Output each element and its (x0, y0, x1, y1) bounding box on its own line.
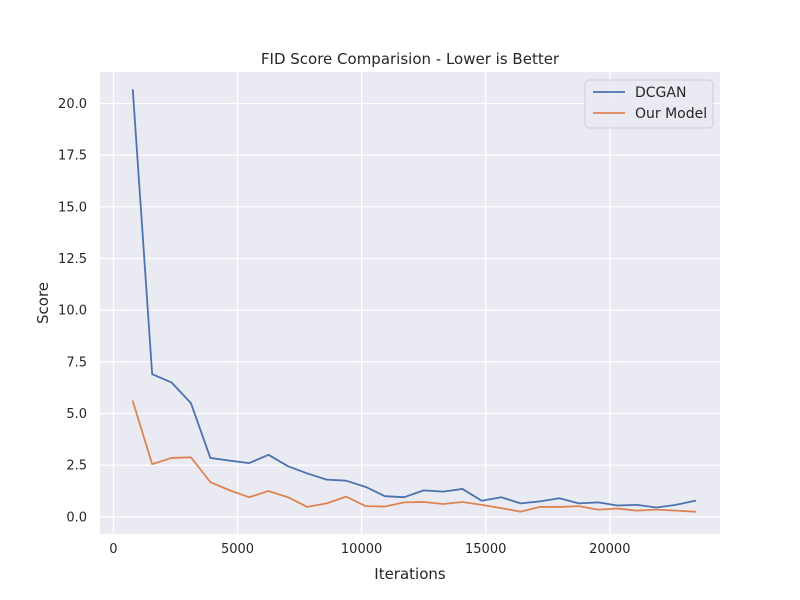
series-line-our-model (131, 400, 697, 513)
legend-label-dcgan: DCGAN (635, 85, 686, 101)
x-axis-label: Iterations (374, 565, 446, 583)
legend: DCGAN Our Model (584, 79, 714, 129)
y-axis-label: Score (34, 282, 52, 324)
x-tick-label: 15000 (465, 542, 506, 557)
y-tick-label: 5.0 (66, 407, 87, 422)
grid (100, 72, 720, 534)
series-lines (131, 89, 697, 513)
chart-title: FID Score Comparision - Lower is Better (261, 50, 560, 68)
y-tick-label: 10.0 (58, 304, 87, 319)
y-tick-label: 7.5 (66, 355, 87, 370)
x-tick-label: 0 (109, 542, 117, 557)
x-tick-label: 20000 (589, 542, 630, 557)
y-tick-label: 0.0 (66, 510, 87, 525)
y-tick-label: 15.0 (58, 200, 87, 215)
y-tick-labels: 0.0 2.5 5.0 7.5 10.0 12.5 15.0 17.5 20.0 (58, 97, 87, 525)
plot-area (100, 72, 720, 534)
y-tick-label: 12.5 (58, 252, 87, 267)
x-tick-label: 10000 (341, 542, 382, 557)
x-tick-label: 5000 (221, 542, 254, 557)
y-tick-label: 20.0 (58, 97, 87, 112)
x-tick-labels: 0 5000 10000 15000 20000 (109, 542, 630, 557)
y-tick-label: 2.5 (66, 459, 87, 474)
legend-label-our-model: Our Model (635, 106, 707, 122)
y-tick-label: 17.5 (58, 149, 87, 164)
series-line-dcgan (131, 89, 697, 509)
